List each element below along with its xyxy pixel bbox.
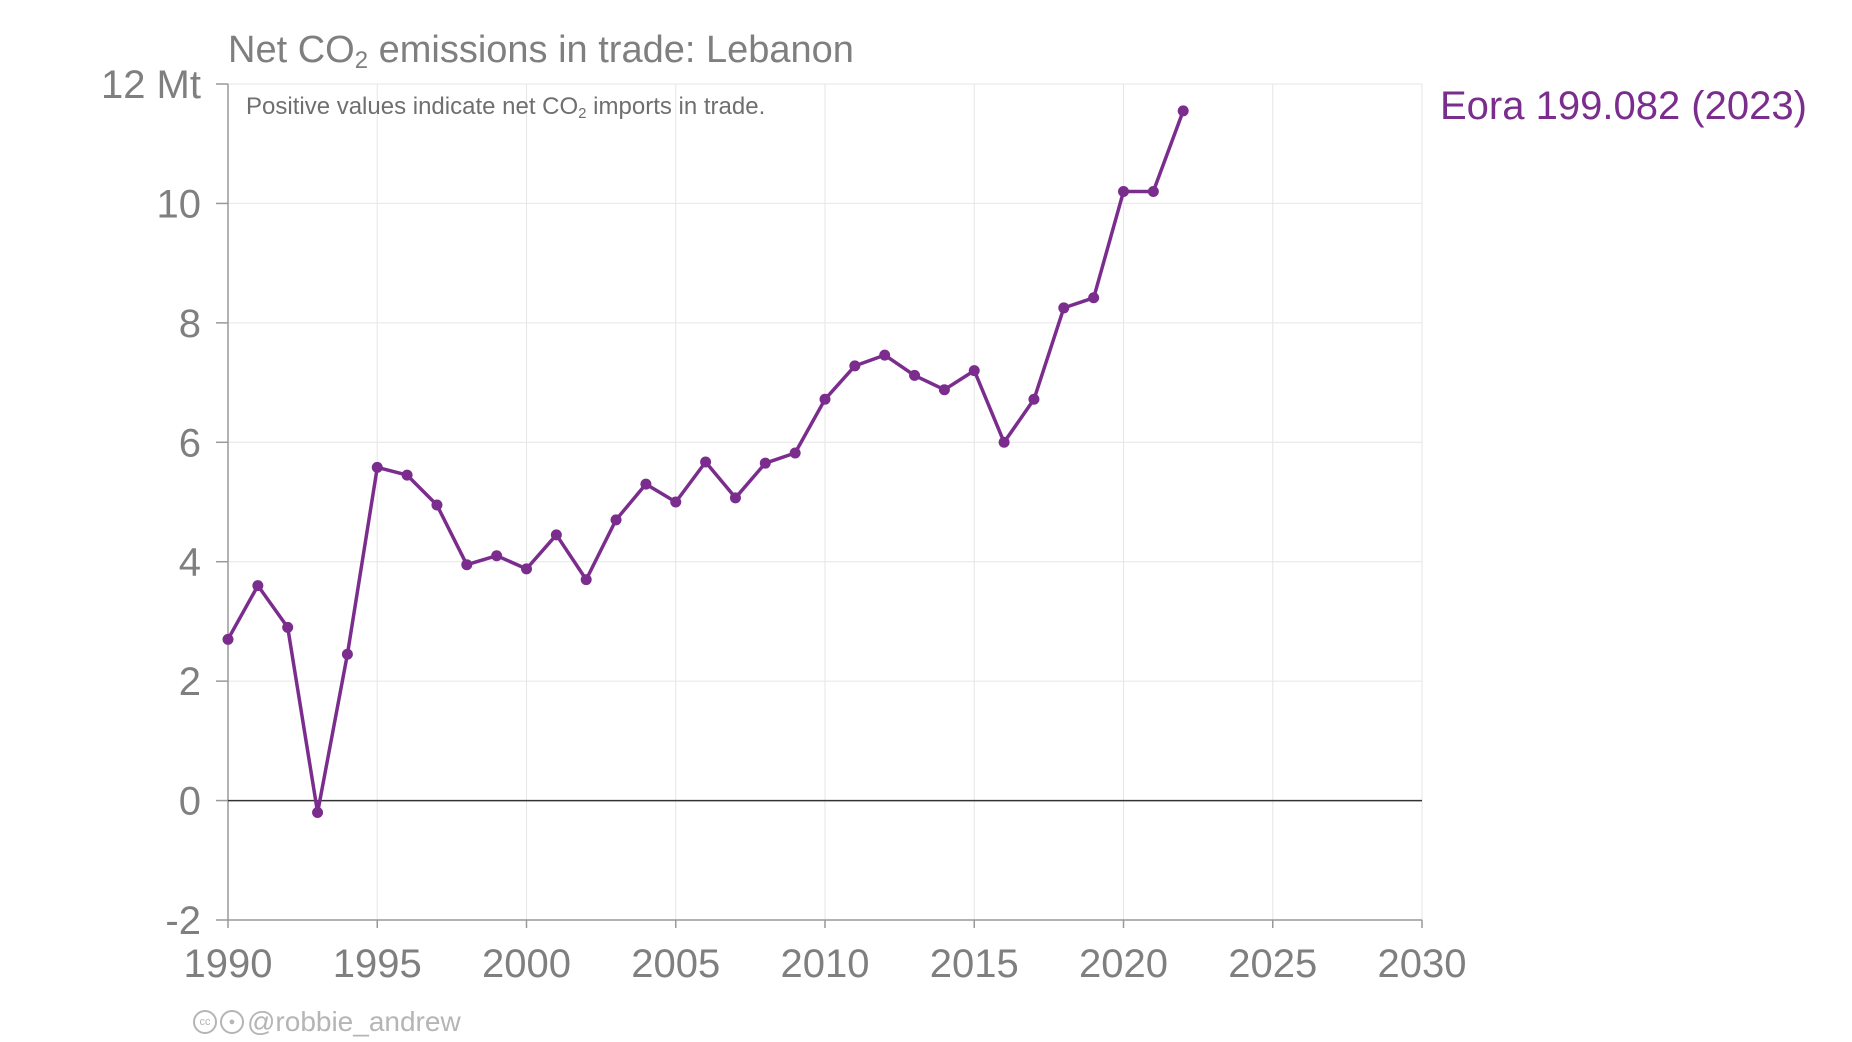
y-tick-label: 12 Mt	[101, 63, 201, 107]
series-eora	[222, 105, 1189, 819]
data-point	[371, 461, 383, 473]
data-point	[729, 492, 741, 504]
x-tick-label: 2005	[631, 942, 720, 986]
data-point	[461, 559, 473, 571]
data-point	[550, 529, 562, 541]
chart-title: Net CO2 emissions in trade: Lebanon	[228, 29, 854, 74]
chart-title-prefix: Net CO	[228, 29, 355, 71]
y-tick-label: 4	[179, 541, 201, 585]
data-point	[789, 447, 801, 459]
series-label-eora: Eora 199.082 (2023)	[1440, 84, 1807, 128]
data-point	[222, 633, 234, 645]
data-point	[521, 563, 532, 575]
credit-handle: @robbie_andrew	[247, 1006, 461, 1037]
axes	[216, 83, 1423, 928]
x-tick-label: 2020	[1079, 942, 1168, 986]
chart-subtitle: Positive values indicate net CO2 imports…	[246, 93, 766, 123]
data-point	[700, 456, 712, 468]
data-point	[909, 369, 921, 381]
chart-subtitle-prefix: Positive values indicate net CO	[246, 93, 579, 120]
x-tick-label: 2025	[1228, 942, 1317, 986]
data-point	[312, 807, 324, 819]
y-tick-label: 6	[179, 421, 201, 465]
x-tick-label: 1995	[333, 942, 422, 986]
chart-subtitle-suffix: imports in trade.	[586, 93, 766, 120]
creative-commons-icon: cc	[193, 1010, 217, 1034]
chart-subtitle-subscript: 2	[578, 105, 587, 122]
data-point	[998, 436, 1010, 448]
attribution-icon: ●	[220, 1010, 244, 1034]
x-tick-label: 2030	[1378, 942, 1467, 986]
credit: cc ● @robbie_andrew	[193, 1006, 461, 1038]
data-point	[1177, 105, 1189, 117]
grid-lines	[228, 83, 1423, 921]
y-tick-label: 0	[179, 780, 201, 824]
data-point	[282, 621, 294, 633]
data-point	[938, 384, 950, 396]
data-point	[431, 499, 443, 511]
chart-title-suffix: emissions in trade: Lebanon	[368, 29, 854, 71]
data-point	[1028, 393, 1040, 405]
y-tick-label: -2	[165, 899, 201, 943]
y-tick-label: 2	[179, 660, 201, 704]
data-point	[491, 550, 503, 562]
data-point	[580, 574, 592, 586]
x-tick-label: 1990	[184, 942, 273, 986]
data-point	[610, 514, 622, 526]
data-point	[819, 393, 831, 405]
x-tick-label: 2015	[930, 942, 1019, 986]
data-point	[879, 349, 891, 361]
x-tick-label: 2000	[482, 942, 571, 986]
y-tick-label: 10	[157, 182, 202, 226]
data-point	[1058, 302, 1070, 314]
data-point	[1088, 292, 1100, 304]
data-point	[849, 360, 861, 372]
data-point	[640, 478, 652, 490]
data-point	[1118, 185, 1129, 197]
y-tick-label: 8	[179, 302, 201, 346]
tick-labels: -2 0 2 4 6 8 10 12 Mt 1990 1995 2000 2005 2010 2015 20…	[101, 63, 1467, 986]
data-point	[401, 469, 413, 481]
data-point	[968, 365, 980, 377]
data-point	[759, 457, 771, 469]
data-point	[1147, 185, 1159, 197]
data-point	[252, 580, 264, 592]
x-tick-label: 2010	[781, 942, 870, 986]
data-point	[341, 648, 353, 660]
data-point	[670, 496, 682, 508]
chart-title-subscript: 2	[354, 47, 369, 74]
